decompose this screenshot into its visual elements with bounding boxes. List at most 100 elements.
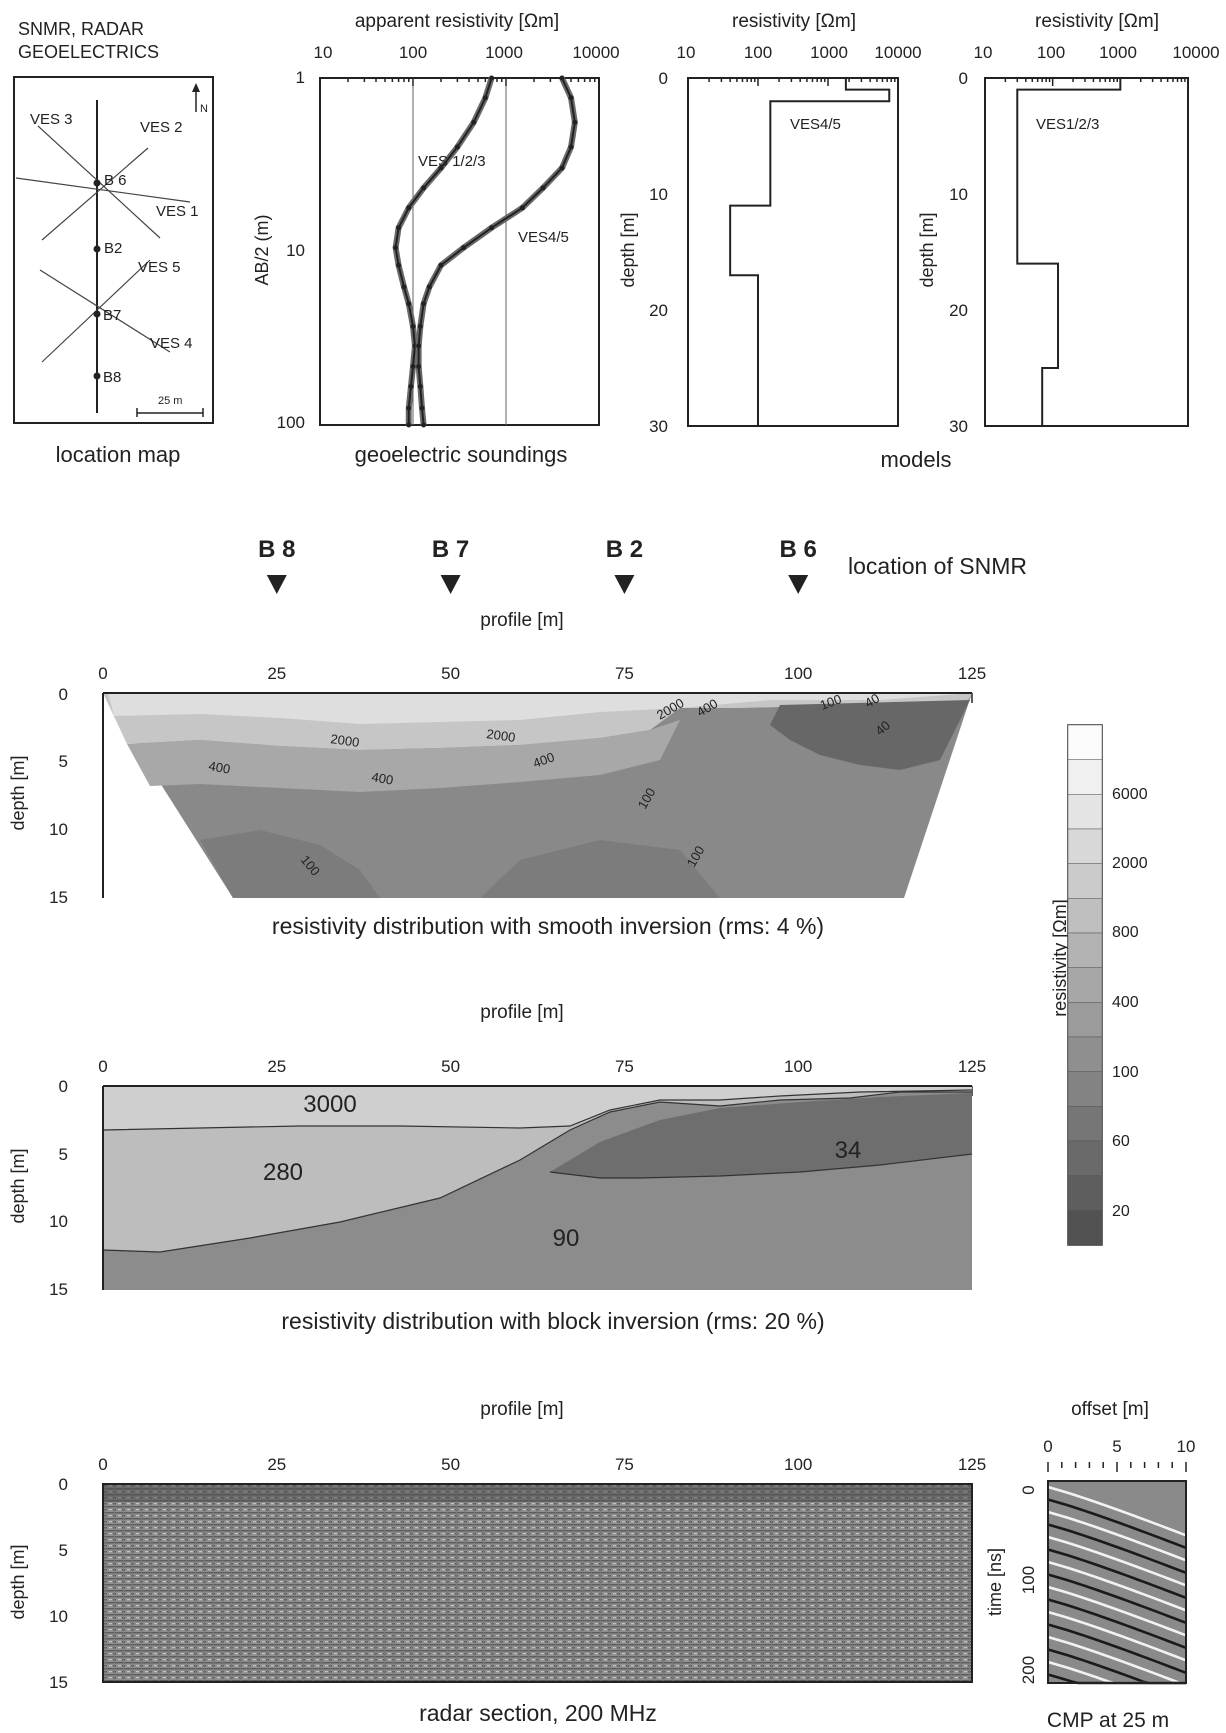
colorbar-step bbox=[1067, 1175, 1103, 1211]
colorbar-tick-100: 100 bbox=[1112, 1064, 1139, 1081]
cmp-caption: CMP at 25 m bbox=[1047, 1709, 1169, 1732]
block-y-tick-10: 10 bbox=[49, 1212, 68, 1231]
smooth-y-tick-10: 10 bbox=[49, 820, 68, 839]
block-value-280: 280 bbox=[263, 1159, 303, 1186]
model-a-y-tick-30: 30 bbox=[649, 417, 668, 436]
sounding-point bbox=[396, 262, 402, 268]
north-arrow-icon bbox=[192, 83, 200, 112]
sounding-point bbox=[417, 323, 423, 329]
profile-tick-label: 25 bbox=[267, 664, 286, 683]
profile-tick-label: 125 bbox=[958, 1455, 986, 1474]
cmp-wavelet bbox=[1047, 1573, 1187, 1625]
sounding-point bbox=[410, 363, 416, 369]
smooth-y-tick-5: 5 bbox=[59, 752, 68, 771]
snmr-stations: location of SNMR B 8 B 7 B 2 B 6 bbox=[258, 536, 1027, 594]
model-a-x-tick-10000: 10000 bbox=[874, 43, 921, 62]
sounding-point bbox=[406, 301, 412, 307]
cmp-wavelet bbox=[1047, 1610, 1187, 1662]
cmp-wavelet bbox=[1047, 1548, 1187, 1600]
location-map: SNMR, RADAR GEOELECTRICS VES 3 VES 2 B 6… bbox=[13, 19, 214, 467]
cmp-wavelet bbox=[1047, 1623, 1187, 1675]
profile-tick-label: 0 bbox=[98, 664, 107, 683]
smooth-contour-2000-b: 2000 bbox=[486, 726, 517, 745]
model-a-label: VES4/5 bbox=[790, 116, 841, 133]
sounding-point bbox=[410, 323, 416, 329]
model-b-y-tick-0: 0 bbox=[959, 69, 968, 88]
soundings-x-tick-100: 100 bbox=[399, 43, 427, 62]
model-b-x-tick-1000: 1000 bbox=[1099, 43, 1137, 62]
block-zone-280 bbox=[103, 1086, 972, 1252]
sounding-point bbox=[406, 205, 412, 211]
colorbar-step bbox=[1067, 1140, 1103, 1176]
smooth-y-title: depth [m] bbox=[8, 755, 28, 830]
sounding-point bbox=[406, 422, 412, 428]
cmp-y-tick-200: 200 bbox=[1019, 1656, 1038, 1684]
soundings-minor-ticks bbox=[319, 78, 596, 86]
cmp-wavelet bbox=[1047, 1585, 1187, 1637]
smooth-zone-low-left bbox=[200, 830, 380, 898]
colorbar-step bbox=[1067, 828, 1103, 864]
smooth-contour-100-a: 100 bbox=[818, 691, 844, 713]
cmp-x-tick-5: 5 bbox=[1112, 1437, 1121, 1456]
smooth-contour-40-a: 40 bbox=[862, 690, 882, 710]
cmp-wavelet bbox=[1047, 1598, 1187, 1650]
colorbar-step bbox=[1067, 1071, 1103, 1107]
smooth-x-title: profile [m] bbox=[480, 610, 563, 631]
sounding-point bbox=[421, 301, 427, 307]
model-b-y-tick-30: 30 bbox=[949, 417, 968, 436]
sounding-point bbox=[416, 343, 422, 349]
b7-point bbox=[93, 310, 101, 318]
model-a-y-tick-0: 0 bbox=[659, 69, 668, 88]
block-y-tick-15: 15 bbox=[49, 1280, 68, 1299]
smooth-contour-400-c: 400 bbox=[370, 769, 394, 788]
label-b7: B7 bbox=[103, 307, 121, 324]
cmp-y-tick-100: 100 bbox=[1019, 1566, 1038, 1594]
profile-tick-label: 125 bbox=[958, 1057, 986, 1076]
sounding-point bbox=[471, 119, 477, 125]
colorbar-step bbox=[1067, 967, 1103, 1003]
snmr-legend: location of SNMR bbox=[848, 553, 1027, 579]
model-a-x-title: resistivity [Ωm] bbox=[732, 11, 856, 32]
label-b8: B8 bbox=[103, 369, 121, 386]
block-value-34: 34 bbox=[835, 1137, 862, 1164]
label-ves2: VES 2 bbox=[140, 119, 183, 136]
colorbar-step bbox=[1067, 1210, 1103, 1246]
colorbar-step bbox=[1067, 1002, 1103, 1038]
smooth-zone-low-mid bbox=[480, 840, 720, 898]
sounding-point bbox=[454, 144, 460, 150]
model-a-y-tick-10: 10 bbox=[649, 185, 668, 204]
sounding-point bbox=[417, 384, 423, 390]
soundings-curves bbox=[392, 75, 578, 428]
block-caption: resistivity distribution with block inve… bbox=[281, 1308, 824, 1334]
sounding-point bbox=[406, 405, 412, 411]
block-zone-34 bbox=[550, 1093, 972, 1178]
soundings-x-tick-10000: 10000 bbox=[572, 43, 619, 62]
colorbar-step bbox=[1067, 1106, 1103, 1142]
sounding-point bbox=[559, 75, 565, 81]
b2-point bbox=[93, 245, 101, 253]
cmp-frame bbox=[1047, 1480, 1187, 1684]
radar-y-tick-5: 5 bbox=[59, 1541, 68, 1560]
profile-tick-label: 0 bbox=[98, 1455, 107, 1474]
cmp-wavelet bbox=[1047, 1560, 1187, 1612]
sounding-point bbox=[408, 384, 414, 390]
cmp-wavelet bbox=[1047, 1535, 1187, 1587]
sounding-point bbox=[489, 225, 495, 231]
sounding-point bbox=[559, 165, 565, 171]
sounding-point bbox=[396, 225, 402, 231]
model-b-y-title: depth [m] bbox=[917, 212, 937, 287]
soundings-x-tick-1000: 1000 bbox=[485, 43, 523, 62]
model-b-y-tick-10: 10 bbox=[949, 185, 968, 204]
block-y-tick-0: 0 bbox=[59, 1077, 68, 1096]
models-caption: models bbox=[881, 447, 952, 472]
soundings-y-tick-100: 100 bbox=[277, 413, 305, 432]
colorbar-title: resistivity [Ωm] bbox=[1050, 899, 1070, 1016]
profile-tick-label: 100 bbox=[784, 1057, 812, 1076]
soundings-y-tick-10: 10 bbox=[286, 241, 305, 260]
model-a-profile-line bbox=[729, 78, 891, 426]
soundings-caption: geoelectric soundings bbox=[355, 442, 568, 467]
colorbar-step bbox=[1067, 932, 1103, 968]
ves2-line bbox=[41, 147, 149, 241]
soundings-x-tick-10: 10 bbox=[314, 43, 333, 62]
sounding-point bbox=[540, 185, 546, 191]
